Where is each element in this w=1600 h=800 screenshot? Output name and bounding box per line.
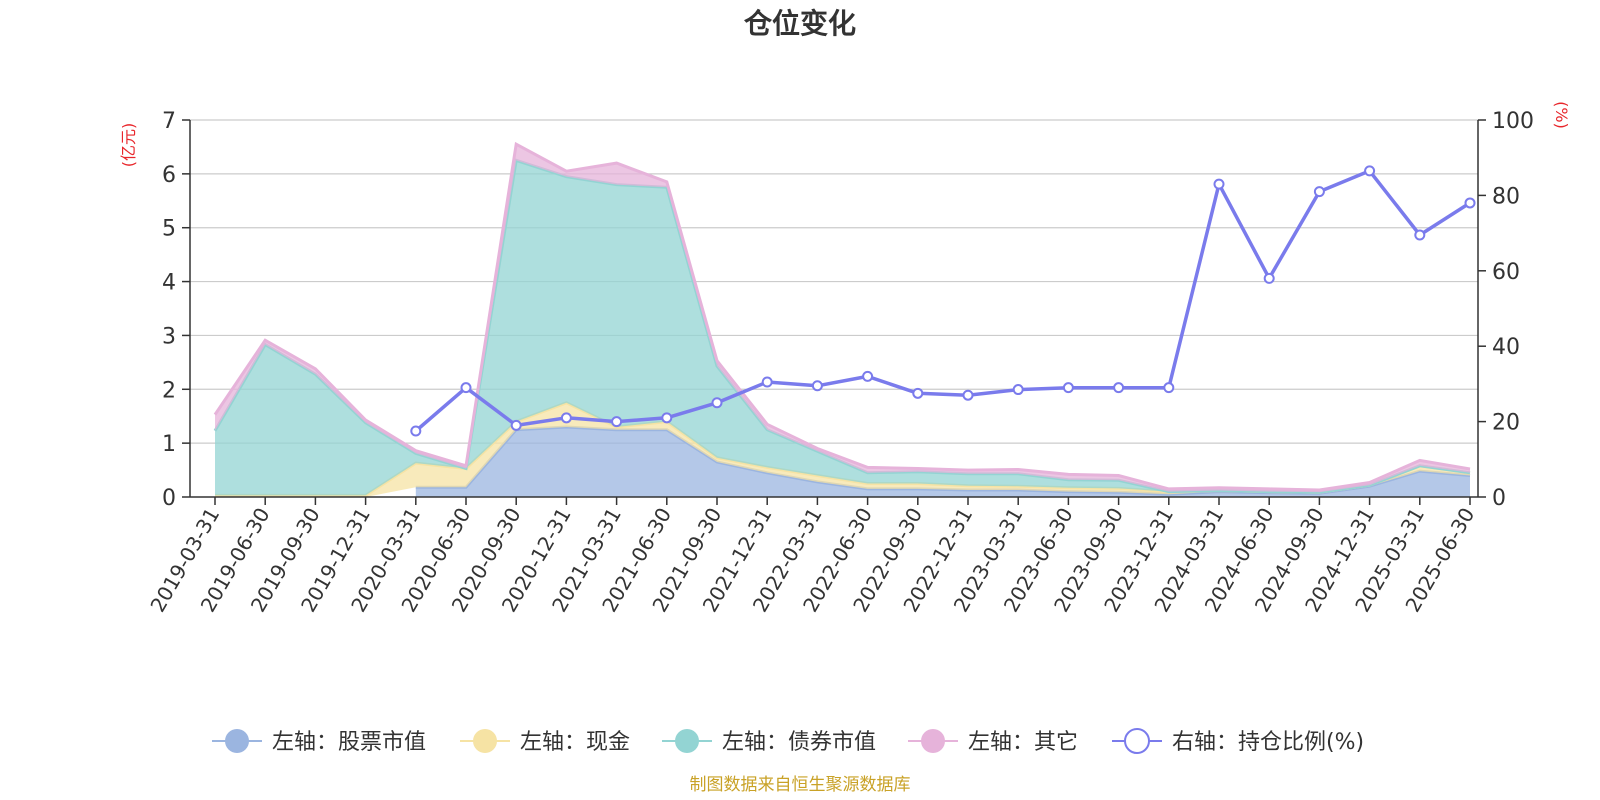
right-tick-label: 40 [1492, 335, 1520, 360]
ratio-point [611, 416, 623, 428]
stacked-areas [213, 141, 1471, 497]
ratio-point [1062, 382, 1074, 394]
left-tick-label: 6 [162, 163, 176, 188]
grid-lines [190, 119, 1478, 444]
ratio-point [560, 412, 572, 424]
ratio-point [510, 419, 522, 431]
left-tick-label: 5 [162, 217, 176, 242]
ratio-point [1012, 384, 1024, 396]
left-tick-label: 3 [162, 324, 176, 349]
legend-item-3[interactable]: 左轴：债券市值 [662, 729, 876, 755]
left-axis-unit: (亿元) [119, 123, 138, 168]
left-tick-label: 7 [162, 109, 176, 134]
right-tick-label: 60 [1492, 260, 1520, 285]
left-tick-label: 1 [162, 432, 176, 457]
left-tick-label: 0 [162, 486, 176, 511]
legend-item-2[interactable]: 左轴：现金 [460, 729, 630, 755]
ratio-point [410, 425, 422, 437]
legend: 左轴：股票市值 左轴：现金 左轴：债券市值 左轴：其它 右轴：持仓比例(%) [212, 728, 1364, 755]
area-series-2 [215, 402, 1470, 497]
legend-label: 左轴：现金 [520, 730, 630, 755]
ratio-point [761, 376, 773, 388]
legend-marker [225, 729, 249, 753]
ratio-point [711, 397, 723, 409]
legend-marker [473, 729, 497, 753]
ratio-point [661, 412, 673, 424]
right-tick-label: 20 [1492, 411, 1520, 436]
data-source-note: 制图数据来自恒生聚源数据库 [690, 775, 911, 795]
ratio-point [1263, 272, 1275, 284]
legend-label: 左轴：债券市值 [722, 730, 876, 755]
legend-item-5[interactable]: 右轴：持仓比例(%) [1112, 728, 1364, 755]
legend-label: 左轴：股票市值 [272, 730, 426, 755]
ratio-point [1414, 229, 1426, 241]
right-tick-label: 80 [1492, 184, 1520, 209]
right-tick-label: 100 [1492, 109, 1534, 134]
legend-marker [921, 729, 945, 753]
legend-item-1[interactable]: 左轴：股票市值 [212, 729, 426, 755]
left-tick-label: 4 [162, 271, 176, 296]
ratio-point [1364, 165, 1376, 177]
holding-ratio-line [410, 165, 1476, 437]
ratio-point [1464, 197, 1476, 209]
legend-marker [1124, 728, 1150, 754]
area-edge-4 [213, 141, 1471, 492]
area-series-1 [415, 427, 1470, 497]
ratio-point [962, 389, 974, 401]
ratio-line-path [414, 169, 1471, 433]
axes: 012345670204060801002019-03-312019-06-30… [145, 109, 1534, 616]
right-tick-label: 0 [1492, 486, 1506, 511]
legend-marker [675, 729, 699, 753]
ratio-point [460, 382, 472, 394]
legend-label: 左轴：其它 [968, 730, 1078, 755]
ratio-point [1113, 382, 1125, 394]
area-series-4 [215, 144, 1470, 493]
chart-title: 仓位变化 [744, 7, 856, 40]
ratio-point [1163, 382, 1175, 394]
legend-item-4[interactable]: 左轴：其它 [908, 729, 1078, 755]
ratio-point [1213, 178, 1225, 190]
right-axis-unit: (%) [1552, 101, 1571, 129]
legend-label: 右轴：持仓比例(%) [1172, 730, 1364, 755]
ratio-point [1313, 186, 1325, 198]
ratio-point [912, 387, 924, 399]
area-series-3 [215, 160, 1470, 496]
ratio-point [811, 380, 823, 392]
ratio-point [862, 370, 874, 382]
left-tick-label: 2 [162, 378, 176, 403]
